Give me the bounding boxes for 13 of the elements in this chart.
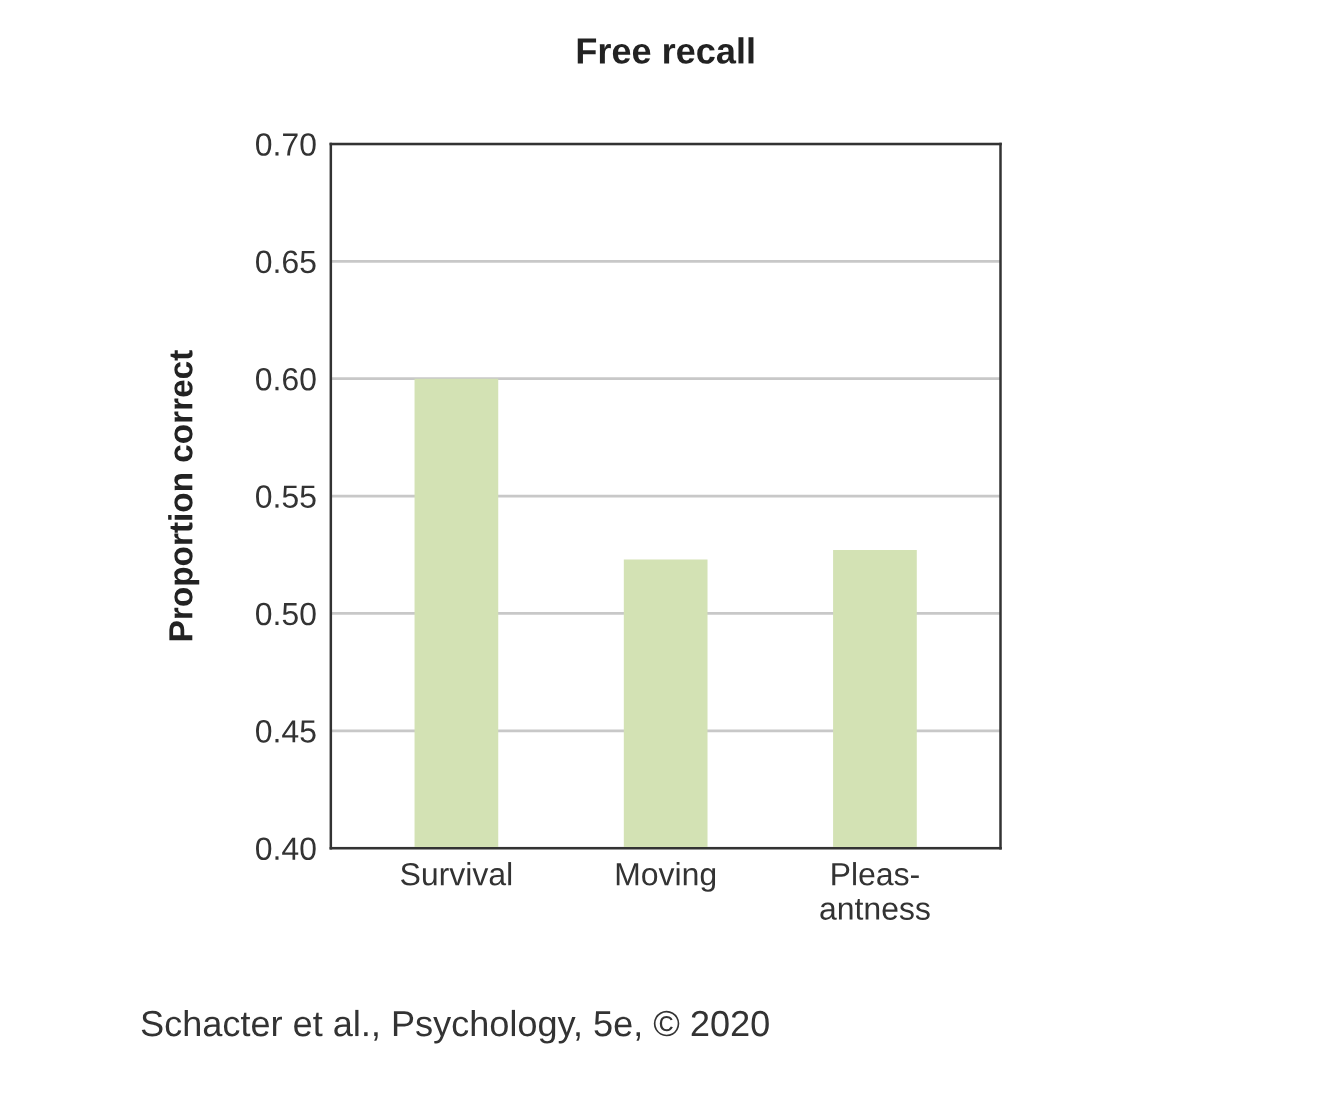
y-tick-label: 0.45 [256,720,316,743]
y-tick-label: 0.65 [256,250,316,274]
x-tick-label: Pleas- antness [820,862,930,920]
chart-title: Free recall [577,37,754,64]
x-tick-label: Survival [401,862,512,886]
y-tick-label: 0.40 [256,837,316,861]
y-tick-label: 0.50 [256,602,316,626]
y-tick-label: 0.60 [256,367,316,391]
y-tick-label: 0.70 [256,133,316,156]
text: Schacter et al., Psychology, 5e, © 2020 [141,1009,769,1044]
x-tick-label: Moving [616,862,716,892]
y-tick-label: 0.55 [256,485,316,508]
y-axis-title: Proportion correct [168,350,200,641]
